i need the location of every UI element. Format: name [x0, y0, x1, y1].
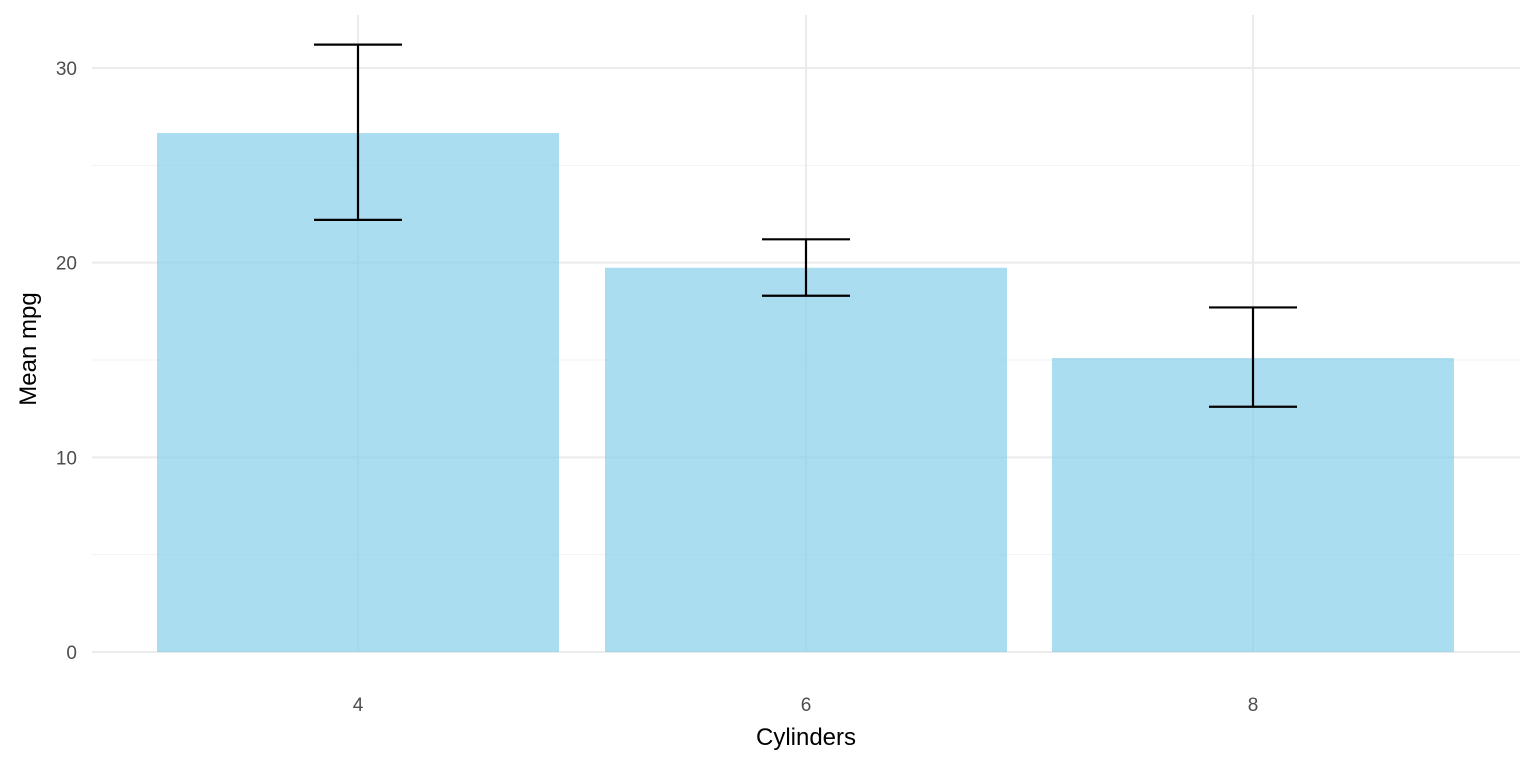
x-tick-label-4: 4 [353, 695, 364, 716]
x-axis-title: Cylinders [756, 724, 856, 751]
error-bars [314, 43, 1297, 408]
y-axis-title: Mean mpg [15, 292, 42, 405]
y-tick-label-10: 10 [56, 448, 77, 469]
y-tick-label-20: 20 [56, 254, 77, 275]
x-tick-label-6: 6 [801, 695, 812, 716]
y-tick-label-30: 30 [56, 59, 77, 80]
y-tick-label-0: 0 [66, 643, 77, 664]
x-tick-label-8: 8 [1248, 695, 1259, 716]
y-axis-ticks: 0 10 20 30 [56, 59, 77, 664]
bar-6 [605, 267, 1007, 652]
x-axis-ticks: 4 6 8 [353, 695, 1259, 716]
